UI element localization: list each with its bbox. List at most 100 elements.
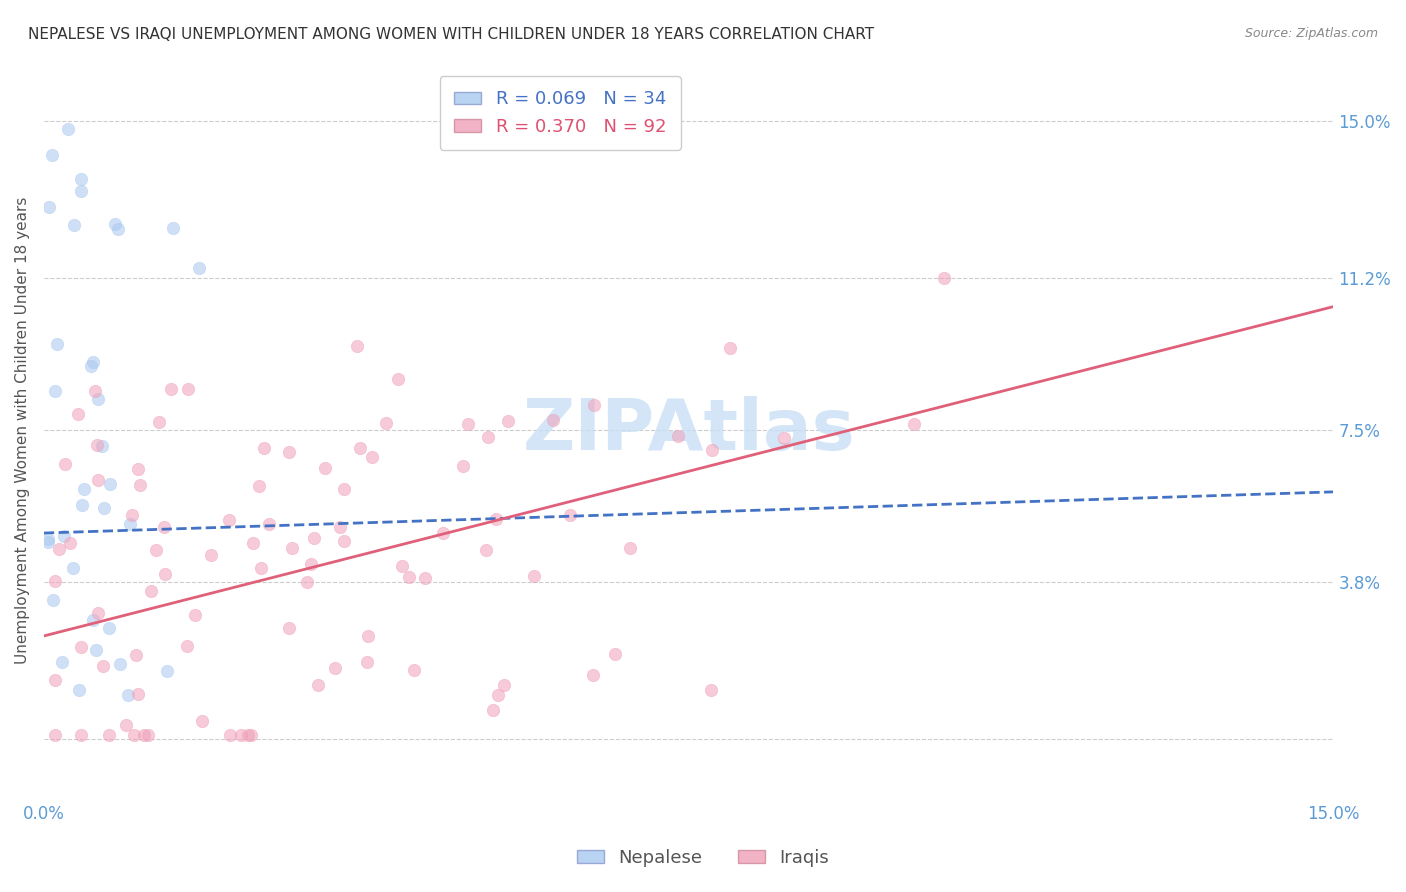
- Point: [457, 417, 479, 432]
- Point: [67, 407, 90, 421]
- Point: [295, 575, 318, 590]
- Point: [56, 121, 79, 136]
- Point: [387, 372, 409, 386]
- Point: [176, 382, 198, 396]
- Text: Source: ZipAtlas.com: Source: ZipAtlas.com: [1244, 27, 1378, 40]
- Point: [44, 673, 66, 688]
- Point: [87, 474, 110, 488]
- Point: [773, 431, 796, 445]
- Point: [259, 516, 281, 531]
- Point: [176, 639, 198, 653]
- Point: [583, 398, 606, 412]
- Point: [605, 647, 627, 661]
- Point: [70, 498, 93, 512]
- Point: [932, 270, 955, 285]
- Text: ZIPAtlas: ZIPAtlas: [522, 396, 855, 465]
- Point: [117, 688, 139, 702]
- Point: [127, 687, 149, 701]
- Point: [42, 592, 65, 607]
- Point: [242, 535, 264, 549]
- Point: [107, 222, 129, 236]
- Point: [160, 382, 183, 396]
- Point: [700, 683, 723, 698]
- Point: [666, 428, 689, 442]
- Point: [63, 218, 86, 232]
- Point: [86, 438, 108, 452]
- Point: [356, 655, 378, 669]
- Y-axis label: Unemployment Among Women with Children Under 18 years: Unemployment Among Women with Children U…: [15, 196, 30, 664]
- Point: [136, 728, 159, 742]
- Point: [51, 656, 73, 670]
- Point: [541, 413, 564, 427]
- Point: [253, 441, 276, 455]
- Point: [432, 526, 454, 541]
- Point: [73, 482, 96, 496]
- Point: [523, 569, 546, 583]
- Point: [299, 557, 322, 571]
- Point: [82, 613, 104, 627]
- Point: [375, 416, 398, 430]
- Point: [37, 534, 59, 549]
- Point: [398, 570, 420, 584]
- Point: [148, 415, 170, 429]
- Point: [249, 561, 271, 575]
- Point: [349, 441, 371, 455]
- Point: [125, 648, 148, 662]
- Point: [415, 570, 437, 584]
- Point: [59, 536, 82, 550]
- Point: [485, 511, 508, 525]
- Point: [218, 728, 240, 742]
- Point: [718, 341, 741, 355]
- Point: [404, 664, 426, 678]
- Point: [104, 217, 127, 231]
- Point: [477, 429, 499, 443]
- Point: [302, 532, 325, 546]
- Point: [115, 717, 138, 731]
- Point: [97, 728, 120, 742]
- Point: [582, 667, 605, 681]
- Point: [496, 414, 519, 428]
- Point: [191, 714, 214, 729]
- Point: [482, 703, 505, 717]
- Point: [108, 657, 131, 672]
- Legend: R = 0.069   N = 34, R = 0.370   N = 92: R = 0.069 N = 34, R = 0.370 N = 92: [440, 76, 681, 150]
- Point: [70, 172, 93, 186]
- Point: [619, 541, 641, 556]
- Point: [91, 659, 114, 673]
- Point: [240, 728, 263, 742]
- Point: [184, 608, 207, 623]
- Point: [52, 529, 75, 543]
- Point: [90, 439, 112, 453]
- Point: [80, 359, 103, 373]
- Point: [346, 339, 368, 353]
- Point: [41, 147, 63, 161]
- Point: [153, 520, 176, 534]
- Point: [127, 462, 149, 476]
- Point: [314, 460, 336, 475]
- Point: [121, 508, 143, 522]
- Point: [333, 533, 356, 548]
- Point: [329, 520, 352, 534]
- Point: [93, 501, 115, 516]
- Point: [492, 678, 515, 692]
- Legend: Nepalese, Iraqis: Nepalese, Iraqis: [569, 842, 837, 874]
- Point: [134, 728, 156, 742]
- Point: [82, 354, 104, 368]
- Point: [70, 184, 93, 198]
- Point: [38, 200, 60, 214]
- Point: [361, 450, 384, 465]
- Point: [97, 621, 120, 635]
- Point: [87, 607, 110, 621]
- Point: [69, 683, 91, 698]
- Point: [231, 728, 253, 742]
- Point: [44, 384, 66, 399]
- Point: [307, 678, 329, 692]
- Point: [333, 483, 356, 497]
- Point: [187, 260, 209, 275]
- Point: [218, 513, 240, 527]
- Point: [475, 543, 498, 558]
- Point: [247, 478, 270, 492]
- Point: [120, 516, 142, 531]
- Point: [70, 640, 93, 654]
- Point: [281, 541, 304, 555]
